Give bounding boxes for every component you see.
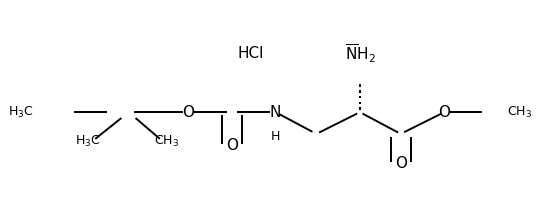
Text: N: N bbox=[270, 105, 281, 120]
Text: CH$_3$: CH$_3$ bbox=[507, 105, 532, 120]
Text: O: O bbox=[226, 138, 238, 153]
Text: O: O bbox=[182, 105, 194, 120]
Text: CH$_3$: CH$_3$ bbox=[154, 134, 180, 149]
Text: H$_3$C: H$_3$C bbox=[75, 134, 100, 149]
Text: H: H bbox=[271, 130, 281, 143]
Text: HCl: HCl bbox=[238, 46, 264, 61]
Text: O: O bbox=[438, 105, 450, 120]
Text: H$_3$C: H$_3$C bbox=[8, 105, 33, 120]
Text: O: O bbox=[395, 156, 407, 171]
Text: $\overline{\mathrm{N}}$H$_2$: $\overline{\mathrm{N}}$H$_2$ bbox=[345, 42, 376, 65]
